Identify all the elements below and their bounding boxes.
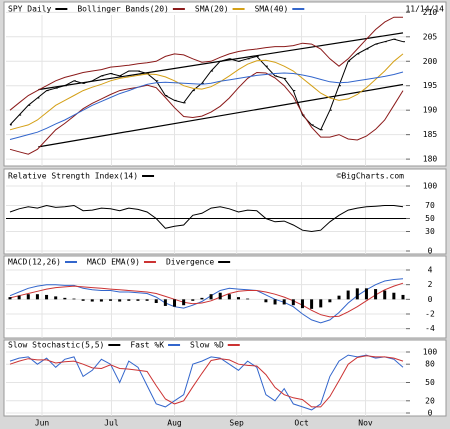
histogram-bar bbox=[154, 299, 158, 303]
histogram-bar bbox=[118, 299, 122, 302]
legend-label: Slow Stochastic(5,5) bbox=[8, 341, 104, 350]
legend-label: Relative Strength Index(14) bbox=[8, 172, 138, 181]
date-label: 11/14/14 bbox=[405, 5, 444, 14]
y-tick-label: 50 bbox=[425, 214, 435, 223]
indicator-line bbox=[9, 16, 403, 111]
legend-label: MACD EMA(9) bbox=[87, 258, 140, 267]
indicator-line bbox=[9, 71, 404, 155]
histogram-bar bbox=[401, 294, 405, 300]
y-tick-label: 2 bbox=[428, 280, 433, 289]
y-tick-label: 180 bbox=[423, 155, 438, 164]
x-tick-label: Aug bbox=[167, 419, 182, 428]
histogram-bar bbox=[328, 299, 332, 303]
y-tick-label: 205 bbox=[423, 32, 438, 41]
histogram-bar bbox=[173, 299, 177, 307]
histogram-bar bbox=[182, 299, 186, 306]
histogram-bar bbox=[355, 288, 359, 300]
rsi-panel bbox=[3, 168, 447, 255]
histogram-bar bbox=[17, 295, 21, 300]
y-tick-label: 210 bbox=[423, 8, 438, 17]
histogram-bar bbox=[45, 294, 49, 300]
histogram-bar bbox=[364, 288, 368, 300]
histogram-bar bbox=[81, 299, 85, 301]
x-tick-label: Jun bbox=[35, 419, 50, 428]
histogram-bar bbox=[236, 297, 240, 300]
histogram-bar bbox=[109, 299, 113, 301]
histogram-bar bbox=[35, 294, 39, 300]
histogram-bar bbox=[72, 298, 76, 300]
histogram-bar bbox=[136, 299, 140, 301]
y-tick-label: -2 bbox=[425, 310, 435, 319]
y-tick-label: 0 bbox=[428, 409, 433, 418]
indicator-line bbox=[9, 282, 404, 318]
x-tick-label: Nov bbox=[358, 419, 373, 428]
legend-label: Bollinger Bands(20) bbox=[77, 5, 169, 14]
y-tick-label: 0 bbox=[428, 295, 433, 304]
histogram-bar bbox=[264, 299, 268, 303]
histogram-bar bbox=[374, 289, 378, 300]
histogram-bar bbox=[63, 297, 67, 300]
y-tick-label: 185 bbox=[423, 130, 438, 139]
legend-label: SMA(20) bbox=[195, 5, 229, 14]
histogram-bar bbox=[383, 290, 387, 300]
indicator-line bbox=[9, 204, 404, 233]
histogram-bar bbox=[191, 299, 195, 301]
histogram-bar bbox=[200, 297, 204, 300]
y-tick-label: 30 bbox=[425, 227, 435, 236]
y-tick-label: 100 bbox=[423, 182, 438, 191]
y-tick-label: 195 bbox=[423, 81, 438, 90]
histogram-bar bbox=[8, 297, 12, 300]
y-tick-label: 200 bbox=[423, 57, 438, 66]
y-tick-label: 190 bbox=[423, 106, 438, 115]
macd-panel bbox=[3, 255, 447, 339]
histogram-bar bbox=[99, 299, 103, 302]
histogram-bar bbox=[209, 294, 213, 300]
y-tick-label: 50 bbox=[425, 378, 435, 387]
x-tick-label: Jul bbox=[104, 419, 119, 428]
histogram-bar bbox=[54, 296, 58, 300]
histogram-bar bbox=[163, 299, 167, 306]
histogram-bar bbox=[145, 299, 149, 301]
y-tick-label: 100 bbox=[423, 348, 438, 357]
y-tick-label: 20 bbox=[425, 396, 435, 405]
y-tick-label: 70 bbox=[425, 201, 435, 210]
legend-label: SMA(40) bbox=[255, 5, 289, 14]
legend-label: MACD(12,26) bbox=[8, 258, 61, 267]
legend-label: Divergence bbox=[166, 258, 214, 267]
histogram-bar bbox=[300, 299, 304, 309]
histogram-bar bbox=[26, 294, 30, 300]
stochastic-panel bbox=[3, 339, 447, 417]
indicator-line bbox=[9, 71, 404, 140]
y-tick-label: 80 bbox=[425, 360, 435, 369]
x-tick-label: Sep bbox=[229, 419, 244, 428]
indicator-line bbox=[9, 355, 404, 408]
histogram-bar bbox=[282, 299, 286, 305]
x-tick-label: Oct bbox=[294, 419, 309, 428]
histogram-bar bbox=[218, 292, 222, 300]
legend-label: Slow %D bbox=[190, 341, 224, 350]
histogram-bar bbox=[310, 299, 314, 309]
y-tick-label: 0 bbox=[428, 247, 433, 256]
credit-label: ©BigCharts.com bbox=[337, 172, 405, 181]
histogram-bar bbox=[246, 298, 250, 300]
histogram-bar bbox=[273, 299, 277, 305]
histogram-bar bbox=[319, 299, 323, 308]
histogram-bar bbox=[127, 299, 131, 301]
histogram-bar bbox=[227, 294, 231, 300]
y-tick-label: 4 bbox=[428, 266, 433, 275]
histogram-bar bbox=[346, 290, 350, 300]
histogram-bar bbox=[90, 299, 94, 302]
legend-label: SPY Daily bbox=[8, 5, 52, 14]
indicator-line bbox=[9, 53, 404, 131]
histogram-bar bbox=[337, 295, 341, 300]
indicator-line bbox=[9, 354, 404, 411]
legend-label: Fast %K bbox=[130, 341, 164, 350]
trendline bbox=[38, 83, 404, 148]
histogram-bar bbox=[392, 292, 396, 300]
histogram-bar bbox=[291, 299, 295, 306]
y-tick-label: -4 bbox=[425, 324, 435, 333]
